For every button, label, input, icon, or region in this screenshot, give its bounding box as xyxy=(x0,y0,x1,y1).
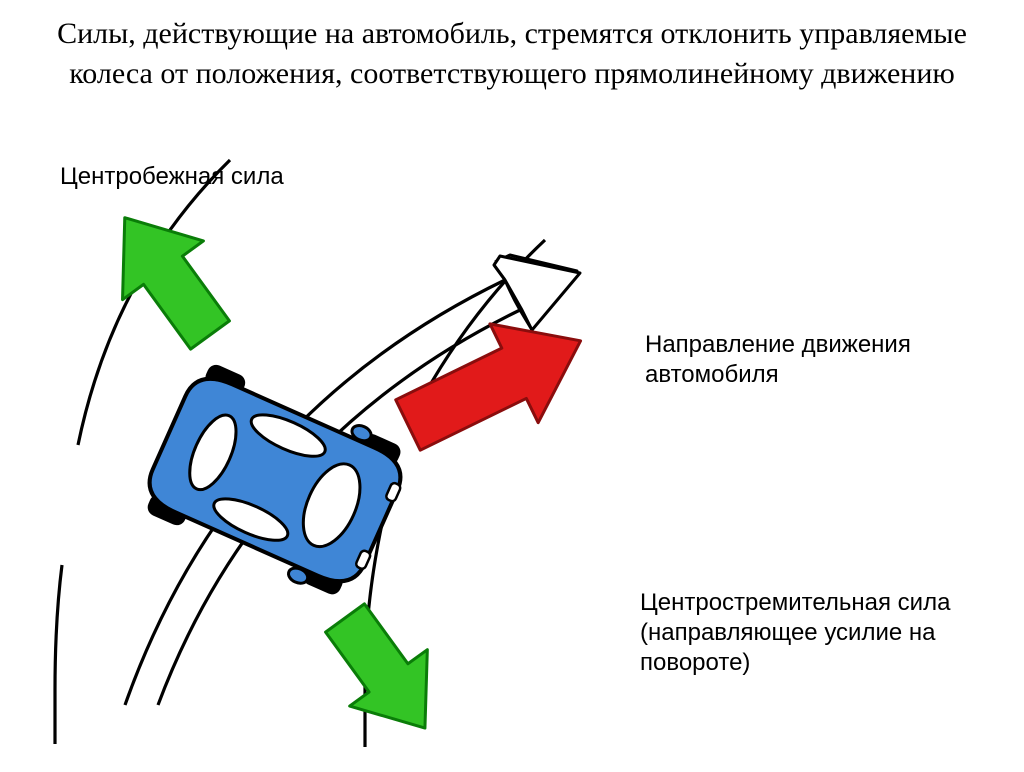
label-direction: Направление движения автомобиля xyxy=(645,330,1005,390)
road-left-edge-lower xyxy=(55,565,62,744)
label-centripetal: Центростремительная сила (направляющее у… xyxy=(640,588,1000,678)
centripetal-arrow xyxy=(306,590,464,756)
page-title: Силы, действующие на автомобиль, стремят… xyxy=(30,14,994,93)
direction-force-arrow xyxy=(384,291,605,474)
label-centrifugal: Центробежная сила xyxy=(60,162,284,192)
